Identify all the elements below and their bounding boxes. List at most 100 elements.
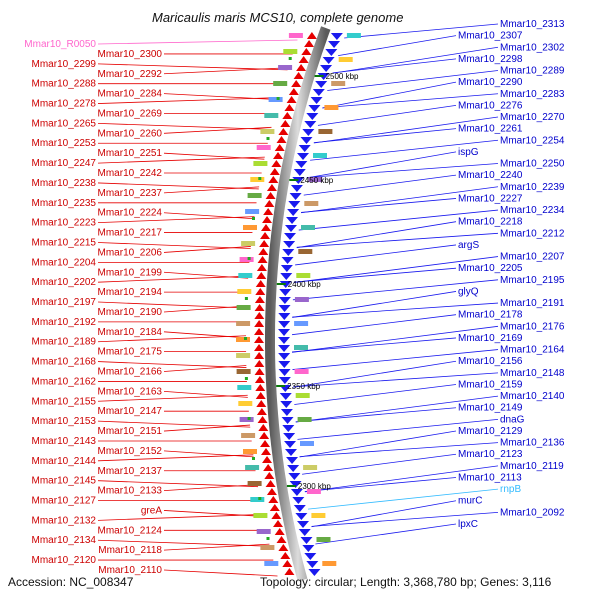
leader-line (307, 488, 499, 510)
minus-strand-arrow (286, 457, 299, 464)
gene-block (306, 489, 321, 494)
leader-line (163, 152, 265, 160)
gene-marker (247, 417, 251, 420)
leader-line (300, 186, 499, 214)
right-gene-label: Mmar10_2164 (500, 345, 565, 356)
plus-strand-arrow (282, 112, 293, 119)
minus-strand-arrow (304, 121, 317, 128)
right-gene-label: Mmar10_2195 (500, 275, 565, 286)
minus-strand-arrow (281, 257, 294, 264)
gene-block (294, 345, 308, 350)
right-gene-label: Mmar10_2234 (500, 205, 565, 216)
gene-block (243, 449, 257, 454)
right-gene-label: murC (458, 496, 482, 507)
minus-strand-arrow (322, 57, 335, 64)
gene-block (288, 33, 303, 38)
minus-strand-arrow (284, 225, 297, 232)
right-gene-label: Mmar10_2156 (458, 356, 523, 367)
plus-strand-arrow (256, 272, 267, 279)
minus-strand-arrow (278, 361, 291, 368)
minus-strand-arrow (328, 41, 341, 48)
left-gene-label: Mmar10_2168 (32, 357, 97, 368)
minus-strand-arrow (300, 537, 313, 544)
left-gene-label: Mmar10_2253 (32, 138, 97, 149)
right-gene-label: Mmar10_2136 (500, 438, 565, 449)
gene-block (318, 129, 333, 134)
leader-line (296, 221, 457, 249)
leader-line (97, 242, 251, 249)
gene-block (236, 353, 251, 358)
gene-block (247, 193, 262, 198)
plus-strand-arrow (262, 216, 273, 223)
left-gene-label: Mmar10_2237 (98, 188, 163, 199)
scale-label: 2300 kbp (298, 482, 331, 491)
plus-strand-arrow (255, 384, 266, 391)
left-gene-label: Mmar10_2134 (32, 535, 97, 546)
right-gene-label: Mmar10_2298 (458, 54, 523, 65)
leader-line (97, 301, 247, 309)
leader-line (163, 186, 260, 194)
plus-strand-arrow (256, 400, 267, 407)
plus-strand-arrow (254, 304, 265, 311)
gene-marker (252, 457, 255, 460)
minus-strand-arrow (315, 81, 328, 88)
leader-line (97, 97, 280, 104)
leader-line (311, 500, 457, 528)
plus-strand-arrow (278, 128, 289, 135)
right-gene-label: Mmar10_2218 (458, 217, 523, 228)
right-gene-label: Mmar10_2207 (500, 252, 565, 263)
minus-strand-arrow (310, 97, 323, 104)
leader-line (163, 424, 251, 432)
leader-line (338, 35, 457, 57)
minus-strand-arrow (312, 89, 325, 96)
leader-line (163, 212, 255, 220)
leader-line (322, 93, 499, 109)
plus-strand-arrow (264, 472, 275, 479)
right-gene-label: Mmar10_2129 (458, 426, 523, 437)
plus-strand-arrow (254, 328, 265, 335)
gene-block (308, 177, 323, 182)
gene-block (245, 465, 260, 470)
leader-line (332, 58, 457, 74)
scale-label: 2450 kbp (300, 176, 333, 185)
gene-block (298, 249, 313, 254)
leader-line (332, 46, 499, 74)
plus-strand-arrow (274, 528, 285, 535)
minus-strand-arrow (283, 433, 296, 440)
gene-marker (244, 297, 248, 300)
minus-strand-arrow (278, 337, 290, 344)
plus-strand-arrow (288, 88, 299, 95)
minus-strand-arrow (278, 305, 291, 312)
label-leader-lines (97, 23, 499, 577)
left-gene-label: Mmar10_2127 (32, 496, 97, 507)
left-gene-label: Mmar10_2153 (32, 416, 97, 427)
left-gene-label: Mmar10_2199 (98, 267, 163, 278)
gene-block (236, 369, 251, 374)
leader-line (344, 23, 499, 39)
minus-strand-arrow (278, 329, 291, 336)
accession-text: Accession: NC_008347 (8, 575, 134, 589)
leader-line (306, 151, 457, 179)
plus-strand-arrow (274, 144, 285, 151)
gene-block (260, 545, 275, 550)
left-gene-label: Mmar10_2242 (98, 168, 163, 179)
gene-block (253, 161, 268, 166)
leader-line (292, 325, 499, 353)
plus-strand-arrow (260, 448, 271, 455)
gene-block (324, 105, 339, 110)
plus-strand-arrow (269, 168, 280, 175)
right-gene-label: Mmar10_2092 (500, 507, 565, 518)
plus-strand-arrow (276, 536, 287, 543)
minus-strand-arrow (288, 473, 301, 480)
gene-marker (244, 377, 248, 380)
right-gene-label: Mmar10_2113 (458, 472, 522, 483)
topology-text: Topology: circular; Length: 3,368,780 bp… (260, 575, 552, 589)
leader-line (97, 420, 251, 428)
plus-strand-arrow (262, 456, 273, 463)
left-gene-label: Mmar10_2162 (32, 376, 97, 387)
right-gene-label: Mmar10_2148 (500, 368, 565, 379)
leader-line (292, 337, 457, 353)
minus-strand-arrow (304, 553, 317, 560)
plus-strand-arrow (296, 64, 307, 71)
